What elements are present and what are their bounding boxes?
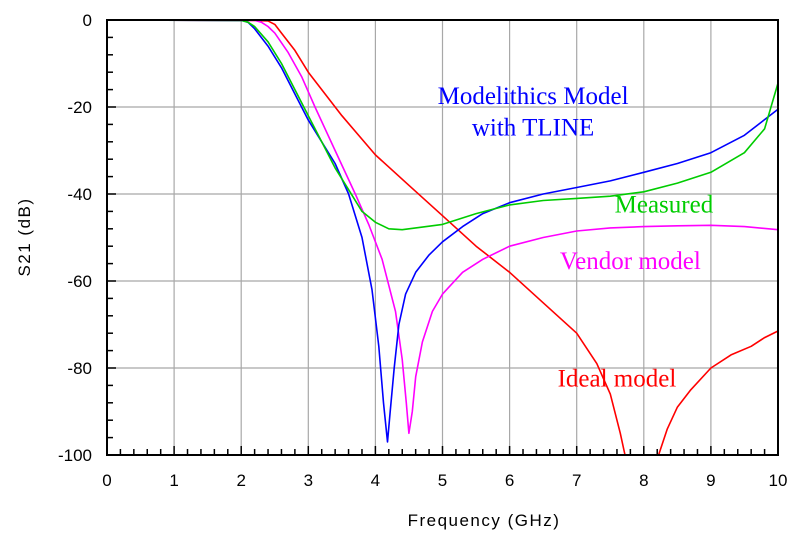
curves <box>106 19 779 456</box>
x-tick-label: 6 <box>505 471 514 490</box>
x-axis-title: Frequency (GHz) <box>408 511 561 530</box>
x-tick-label: 9 <box>706 471 715 490</box>
series-line-modelithics-model-with-tline <box>106 19 779 443</box>
annotation-label: Modelithics Model <box>438 83 629 110</box>
y-axis-title: S21 (dB) <box>15 197 34 276</box>
axis-ticks <box>106 19 779 456</box>
x-tick-label: 7 <box>572 471 581 490</box>
x-tick-label: 2 <box>236 471 245 490</box>
annotation-label: with TLINE <box>472 114 594 141</box>
y-tick-label: -80 <box>67 359 92 378</box>
x-tick-label: 0 <box>102 471 111 490</box>
x-tick-label: 4 <box>371 471 380 490</box>
series-line-vendor-model <box>106 19 779 435</box>
x-tick-label: 3 <box>304 471 313 490</box>
annotation-label: Measured <box>615 191 714 218</box>
y-tick-label: -100 <box>58 446 92 465</box>
series-line-ideal-model <box>106 19 626 456</box>
annotations: Modelithics Model with TLINE Measured Vendo… <box>438 83 714 392</box>
series-line-measured <box>106 19 779 231</box>
y-tick-label: 0 <box>83 11 92 30</box>
x-tick-label: 8 <box>639 471 648 490</box>
annotation-label: Vendor model <box>560 248 701 275</box>
y-tick-label: -40 <box>67 185 92 204</box>
y-tick-label: -60 <box>67 272 92 291</box>
x-tick-label: 5 <box>438 471 447 490</box>
x-tick-label: 10 <box>769 471 788 490</box>
y-tick-label: -20 <box>67 98 92 117</box>
x-tick-label: 1 <box>169 471 178 490</box>
tick-labels: 0 1 2 3 4 5 6 7 8 9 10 0 -20 -40 -60 -80 -100 <box>58 11 787 490</box>
series-line-ideal-model-upper <box>657 330 779 456</box>
annotation-label: Ideal model <box>558 365 677 392</box>
